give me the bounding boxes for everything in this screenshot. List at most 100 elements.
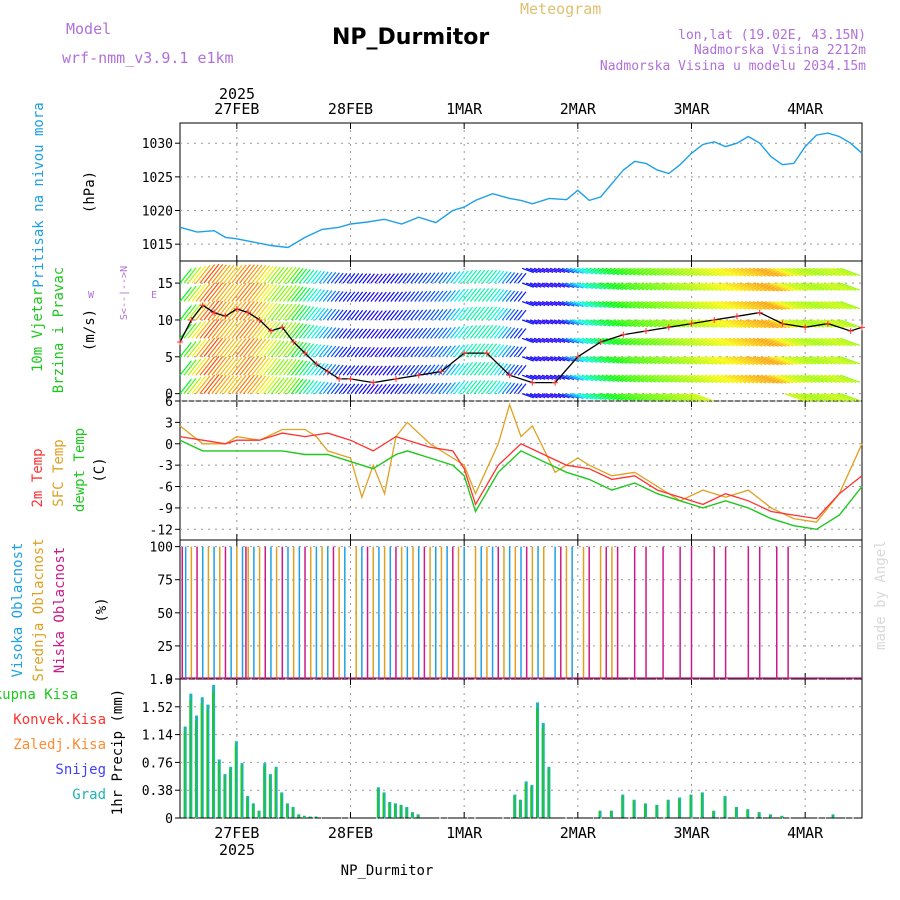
footer-station: NP_Durmitor xyxy=(341,863,434,879)
wind-barb xyxy=(740,300,763,310)
precip-bar-total xyxy=(519,800,521,818)
wind-barb xyxy=(816,282,837,291)
wind-barb xyxy=(573,300,589,308)
wind-barb xyxy=(179,268,192,284)
wind-barb xyxy=(605,393,624,401)
wind-barb xyxy=(354,346,364,358)
wind-barb xyxy=(282,358,297,376)
wind-barb xyxy=(597,393,615,401)
wind-barb xyxy=(271,377,285,395)
wind-barb xyxy=(191,357,207,376)
wind-barb xyxy=(808,282,829,291)
wind-barb xyxy=(828,337,849,347)
wind-barb xyxy=(728,267,751,277)
wind-barb xyxy=(748,300,771,310)
wind-barb xyxy=(406,346,416,358)
wind-barb xyxy=(565,393,580,399)
wind-barb xyxy=(203,263,220,284)
precip-legend-conv: Konvek.Kisa xyxy=(13,712,106,728)
wind-barb xyxy=(732,374,755,384)
wind-barbs-layer xyxy=(179,263,861,402)
wind-barb xyxy=(541,374,554,380)
wind-barb xyxy=(239,319,255,339)
wind-barb xyxy=(836,282,857,291)
wind-barb xyxy=(752,337,775,347)
wind-barb xyxy=(657,319,677,328)
wind-barb xyxy=(517,328,527,339)
top-date-label: 2MAR xyxy=(560,100,597,118)
wind-barb xyxy=(410,327,420,339)
wind-barb xyxy=(235,356,251,376)
wind-barb xyxy=(569,356,584,363)
wind-barb xyxy=(322,345,333,358)
wind-barb xyxy=(446,345,456,358)
wind-barb xyxy=(461,269,474,284)
wind-barb xyxy=(458,362,469,376)
wind-barb xyxy=(545,374,558,380)
top-date-label: 1MAR xyxy=(446,100,483,118)
wind-barb xyxy=(780,356,802,365)
wind-barb xyxy=(545,356,558,362)
wind-barb xyxy=(597,300,615,309)
wind-barb xyxy=(784,282,805,291)
wind-barb xyxy=(685,393,706,402)
wind-barb xyxy=(211,338,227,358)
wind-barb xyxy=(231,319,247,339)
wind-barb xyxy=(458,288,469,302)
wind-barb xyxy=(828,300,849,310)
wind-barb xyxy=(617,337,636,346)
precip-bar-total xyxy=(308,816,311,818)
precip-bar-total xyxy=(263,765,265,818)
wind-barb xyxy=(493,270,505,284)
wind-barb xyxy=(593,319,611,327)
wind-barb xyxy=(836,393,857,402)
wind-barb xyxy=(326,327,337,339)
wind-barb xyxy=(716,319,739,329)
wind-barb xyxy=(314,289,326,302)
wind-barb xyxy=(601,337,620,346)
wind-barb xyxy=(533,374,546,380)
wind-barb xyxy=(278,321,293,339)
wind-barb xyxy=(418,290,428,302)
wind-barb xyxy=(669,337,690,347)
wind-barb xyxy=(521,300,534,307)
wind-barb xyxy=(501,326,512,339)
wind-barb xyxy=(183,304,197,321)
wind-barb xyxy=(752,300,775,310)
wind-barb xyxy=(533,356,546,362)
precip-bar-total xyxy=(712,811,714,818)
wind-barb xyxy=(665,374,686,383)
y-tick-label: 1015 xyxy=(142,238,173,253)
wind-barb xyxy=(215,338,231,358)
wind-barb xyxy=(716,337,739,347)
y-tick-label: 0 xyxy=(165,438,173,453)
wind-barb xyxy=(525,337,538,344)
wind-barb xyxy=(621,267,641,276)
wind-barb xyxy=(493,381,505,395)
wind-compass-e: E xyxy=(151,290,157,301)
wind-barb xyxy=(501,308,512,321)
wind-barb xyxy=(509,346,519,358)
wind-barb xyxy=(382,291,391,302)
wind-barb xyxy=(461,362,474,376)
wind-barb xyxy=(322,271,333,284)
wind-barb xyxy=(689,267,710,277)
wind-barb xyxy=(792,337,813,347)
wind-barb xyxy=(533,282,546,288)
wind-barb xyxy=(601,374,620,383)
wind-barb xyxy=(625,319,645,328)
wind-barb xyxy=(191,265,207,284)
wind-barb xyxy=(215,283,231,302)
wind-barb xyxy=(390,273,399,284)
wind-barb xyxy=(243,338,259,358)
wind-barb xyxy=(509,383,519,395)
wind-barb xyxy=(346,383,356,395)
wind-barb xyxy=(609,374,628,383)
wind-barb xyxy=(569,282,584,289)
wind-barb xyxy=(346,346,356,358)
precip-bar-total xyxy=(700,793,703,818)
wind-gust-marker xyxy=(506,372,513,379)
wind-barb xyxy=(665,337,686,347)
wind-barb xyxy=(529,393,542,399)
wind-barb xyxy=(418,364,428,376)
